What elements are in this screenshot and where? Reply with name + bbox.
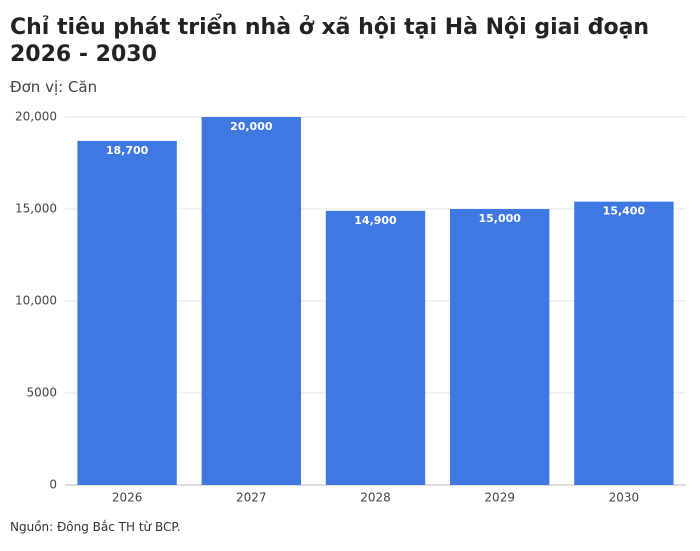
value-label: 18,700 xyxy=(106,144,149,157)
x-tick-label: 2028 xyxy=(360,491,391,505)
chart-title: Chỉ tiêu phát triển nhà ở xã hội tại Hà … xyxy=(10,15,650,67)
bar xyxy=(201,117,301,485)
x-tick-label: 2030 xyxy=(609,491,640,505)
y-tick-label: 20,000 xyxy=(15,110,57,124)
bar xyxy=(450,209,550,485)
x-tick-label: 2027 xyxy=(236,491,267,505)
chart-subtitle: Đơn vị: Căn xyxy=(10,78,98,96)
chart-source: Nguồn: Đông Bắc TH từ BCP. xyxy=(10,520,181,534)
x-tick-label: 2026 xyxy=(112,491,143,505)
y-tick-label: 5000 xyxy=(26,386,57,400)
value-label: 15,000 xyxy=(478,212,521,225)
value-label: 20,000 xyxy=(230,120,273,133)
value-label: 15,400 xyxy=(603,205,646,218)
y-tick-label: 0 xyxy=(49,478,57,492)
bar xyxy=(325,210,426,485)
y-tick-label: 15,000 xyxy=(15,202,57,216)
bar xyxy=(574,201,674,485)
y-tick-label: 10,000 xyxy=(15,294,57,308)
bar xyxy=(77,140,177,486)
value-label: 14,900 xyxy=(354,214,397,227)
x-tick-label: 2029 xyxy=(484,491,515,505)
